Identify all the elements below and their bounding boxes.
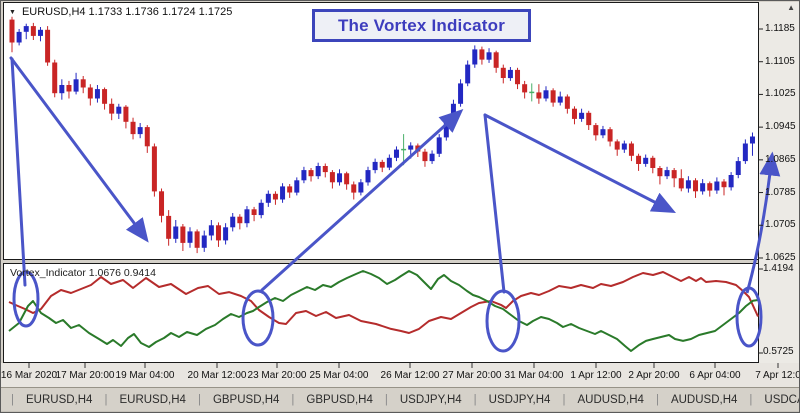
chart-tab[interactable]: GBPUSD,H4 [306, 393, 373, 406]
tab-separator: | [562, 393, 566, 406]
price-axis[interactable] [759, 2, 799, 363]
tab-separator: | [104, 393, 108, 406]
scroll-up-icon[interactable]: ▲ [787, 3, 795, 12]
window-bottom-edge [1, 411, 799, 412]
tab-separator: | [749, 393, 753, 406]
indicator-max-label: 1.4194 [763, 263, 794, 274]
tab-separator: | [655, 393, 659, 406]
tab-separator: | [291, 393, 295, 406]
tab-separator: | [473, 393, 477, 406]
tab-separator: | [197, 393, 201, 406]
symbol-ohlc-text: EURUSD,H4 1.1733 1.1736 1.1724 1.1725 [21, 6, 233, 18]
vortex-title-box[interactable]: The Vortex Indicator [312, 9, 531, 42]
indicator-min-label: 0.5725 [763, 346, 794, 357]
tab-slots: | EURUSD,H4 | EURUSD,H4 | GBPUSD,H4 | GBPUSD,H4… [1, 393, 799, 406]
chart-tab[interactable]: EURUSD,H4 [26, 393, 93, 406]
chart-tab[interactable]: EURUSD,H4 [119, 393, 186, 406]
chart-tab[interactable]: USDJPY,H4 [488, 393, 551, 406]
chart-tab[interactable]: AUDUSD,H4 [577, 393, 644, 406]
tab-separator: | [11, 393, 14, 406]
chart-tab[interactable]: USDJPY,H4 [399, 393, 462, 406]
chart-tab[interactable]: GBPUSD,H4 [212, 393, 280, 406]
symbol-dropdown-icon[interactable]: ▼ [9, 8, 16, 16]
symbol-header: ▼ EURUSD,H4 1.1733 1.1736 1.1724 1.1725 [9, 6, 232, 18]
chart-tab[interactable]: AUDUSD,H4 [670, 393, 738, 406]
chart-tab-bar: | EURUSD,H4 | EURUSD,H4 | GBPUSD,H4 | GBPUSD,H4… [1, 387, 799, 411]
indicator-name-label: Vortex_Indicator 1.0676 0.9414 [10, 267, 156, 279]
tab-separator: | [384, 393, 388, 406]
time-axis[interactable] [1, 363, 799, 387]
chart-tab[interactable]: USDCAD,H4 [764, 393, 799, 406]
